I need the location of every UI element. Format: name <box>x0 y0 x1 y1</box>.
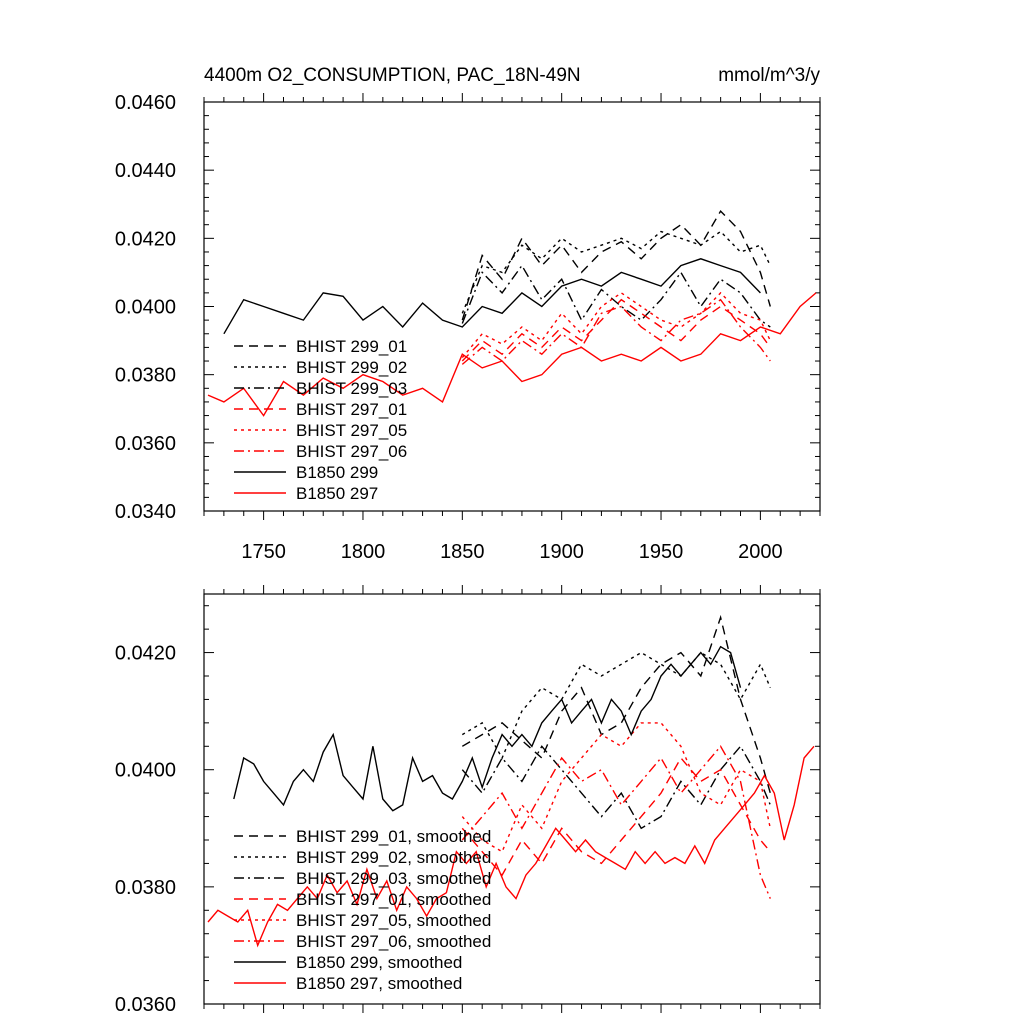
series-line-3 <box>461 756 771 877</box>
x-tick-label: 1900 <box>539 541 584 563</box>
y-tick-label: 0.0340 <box>115 501 176 523</box>
y-tick-label: 0.0380 <box>115 877 176 899</box>
top-panel-title: 4400m O2_CONSUMPTION, PAC_18N-49N <box>204 65 581 86</box>
legend-label: B1850 297, smoothed <box>296 974 462 993</box>
series-line-0 <box>461 614 771 794</box>
series-line-2 <box>461 264 771 328</box>
y-tick-label: 0.0360 <box>115 994 176 1016</box>
bottom-panel-axes: 0.0360 0.0380 0.0400 0.0420 <box>115 585 821 1016</box>
series-line-0 <box>461 209 771 321</box>
series-line-7 <box>207 745 815 948</box>
series-line-2 <box>461 745 771 830</box>
legend-label: B1850 299 <box>296 463 378 482</box>
series-line-7 <box>207 292 817 417</box>
x-tick-label: 1750 <box>241 541 286 563</box>
x-tick-label: 2000 <box>738 541 783 563</box>
y-tick-label: 0.0400 <box>115 297 176 319</box>
top-panel-units: mmol/m^3/y <box>718 65 820 86</box>
legend-label: BHIST 299_01 <box>296 337 407 356</box>
top-panel-legend: BHIST 299_01 BHIST 299_02 BHIST 299_03 BHIS… <box>234 337 407 503</box>
legend-label: BHIST 299_01, smoothed <box>296 827 491 846</box>
series-line-4 <box>461 291 771 359</box>
x-tick-label: 1950 <box>639 541 684 563</box>
y-tick-label: 0.0420 <box>115 643 176 665</box>
y-tick-label: 0.0360 <box>115 433 176 455</box>
top-panel-series <box>207 209 817 417</box>
y-tick-label: 0.0380 <box>115 365 176 387</box>
y-tick-label: 0.0460 <box>115 92 176 114</box>
legend-label: BHIST 299_02, smoothed <box>296 848 491 867</box>
top-panel-axes: 1750 1800 1850 1900 1950 2000 0.0340 0.0360 0.03… <box>115 92 821 563</box>
legend-label: BHIST 297_05 <box>296 421 407 440</box>
plot-frame <box>203 593 821 1005</box>
top-panel: 4400m O2_CONSUMPTION, PAC_18N-49N mmol/m… <box>115 65 821 563</box>
series-line-6 <box>233 645 742 812</box>
series-line-5 <box>461 298 771 365</box>
bottom-panel: 0.0360 0.0380 0.0400 0.0420 BHIST 299_01, s… <box>115 585 821 1016</box>
series-line-3 <box>461 298 771 362</box>
series-line-1 <box>461 651 771 760</box>
series-line-1 <box>461 230 771 314</box>
legend-label: BHIST 299_03, smoothed <box>296 869 491 888</box>
legend-label: BHIST 297_01, smoothed <box>296 890 491 909</box>
series-line-6 <box>223 258 761 335</box>
legend-label: BHIST 299_02 <box>296 358 407 377</box>
x-tick-label: 1800 <box>341 541 386 563</box>
bottom-panel-series <box>207 614 815 948</box>
legend-label: BHIST 297_01 <box>296 400 407 419</box>
series-line-5 <box>461 745 771 899</box>
bottom-panel-legend: BHIST 299_01, smoothed BHIST 299_02, smoo… <box>234 827 491 993</box>
legend-label: BHIST 299_03 <box>296 379 407 398</box>
y-tick-label: 0.0440 <box>115 160 176 182</box>
x-tick-label: 1850 <box>440 541 485 563</box>
y-tick-label: 0.0400 <box>115 760 176 782</box>
y-tick-label: 0.0420 <box>115 228 176 250</box>
legend-label: B1850 299, smoothed <box>296 953 462 972</box>
legend-label: B1850 297 <box>296 484 378 503</box>
legend-label: BHIST 297_06, smoothed <box>296 932 491 951</box>
legend-label: BHIST 297_05, smoothed <box>296 911 491 930</box>
legend-label: BHIST 297_06 <box>296 442 407 461</box>
